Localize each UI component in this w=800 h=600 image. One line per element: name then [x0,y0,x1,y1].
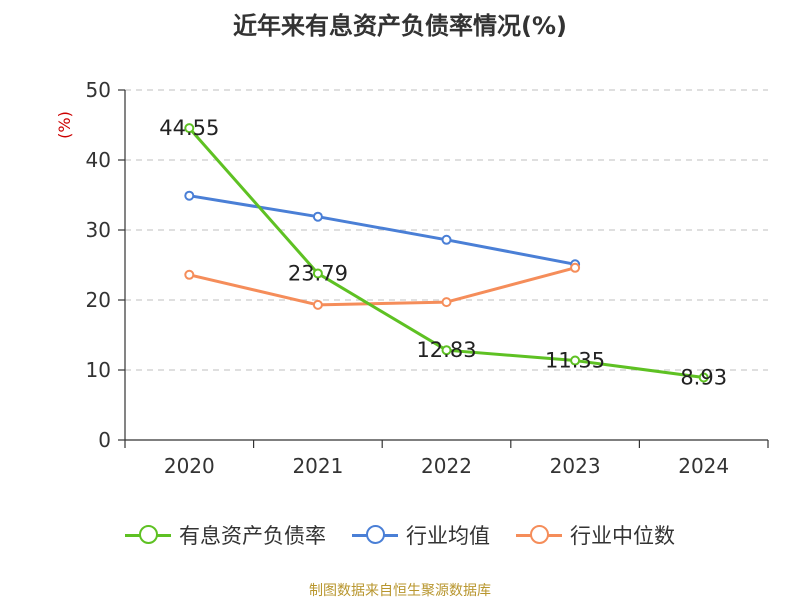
legend-label: 有息资产负债率 [179,524,326,548]
data-labels: 44.55 23.79 12.83 11.35 8.93 [159,116,727,389]
data-point [570,262,581,273]
data-point [312,299,323,310]
x-tick-label: 2020 [164,454,215,478]
data-point [570,355,581,366]
source-note: 制图数据来自恒生聚源数据库 [309,583,491,599]
y-tick-label: 0 [98,428,111,452]
series-line [188,266,576,307]
legend-marker-icon [352,525,398,545]
y-tick-label: 50 [86,78,111,102]
y-tick-label: 30 [86,218,111,242]
legend: 有息资产负债率 行业均值 行业中位数 [0,520,800,550]
data-point [698,372,709,383]
legend-marker-icon [516,525,562,545]
data-point [312,268,323,279]
y-tick-label: 20 [86,288,111,312]
x-tick-label: 2021 [292,454,343,478]
x-tick-label: 2023 [550,454,601,478]
y-tick-label: 40 [86,148,111,172]
legend-item-industry-mean[interactable]: 行业均值 [352,520,490,550]
data-label: 44.55 [159,116,219,140]
data-point [441,345,452,356]
x-tick-label: 2024 [678,454,729,478]
legend-label: 行业均值 [406,524,490,548]
x-tick-label: 2022 [421,454,472,478]
data-point [312,211,323,222]
data-label: 11.35 [545,349,605,373]
legend-item-debt-ratio[interactable]: 有息资产负债率 [125,520,326,550]
legend-item-industry-median[interactable]: 行业中位数 [516,520,675,550]
chart-title: 近年来有息资产负债率情况(%) [233,12,567,40]
data-point [184,190,195,201]
data-label: 8.93 [680,365,727,389]
grid-lines [125,89,768,371]
axes: 0 10 20 30 40 50 2020 2021 2022 2023 2024 (%) [55,78,769,478]
series-line [189,194,576,266]
series-lines [184,123,709,383]
data-point [441,234,452,245]
data-point [441,297,452,308]
legend-marker-icon [125,525,171,545]
data-point [184,123,195,134]
data-label: 12.83 [416,338,476,362]
legend-label: 行业中位数 [570,524,675,548]
y-axis-label: (%) [55,111,74,139]
data-point [184,269,195,280]
y-tick-label: 10 [86,358,111,382]
data-label: 23.79 [288,261,348,285]
